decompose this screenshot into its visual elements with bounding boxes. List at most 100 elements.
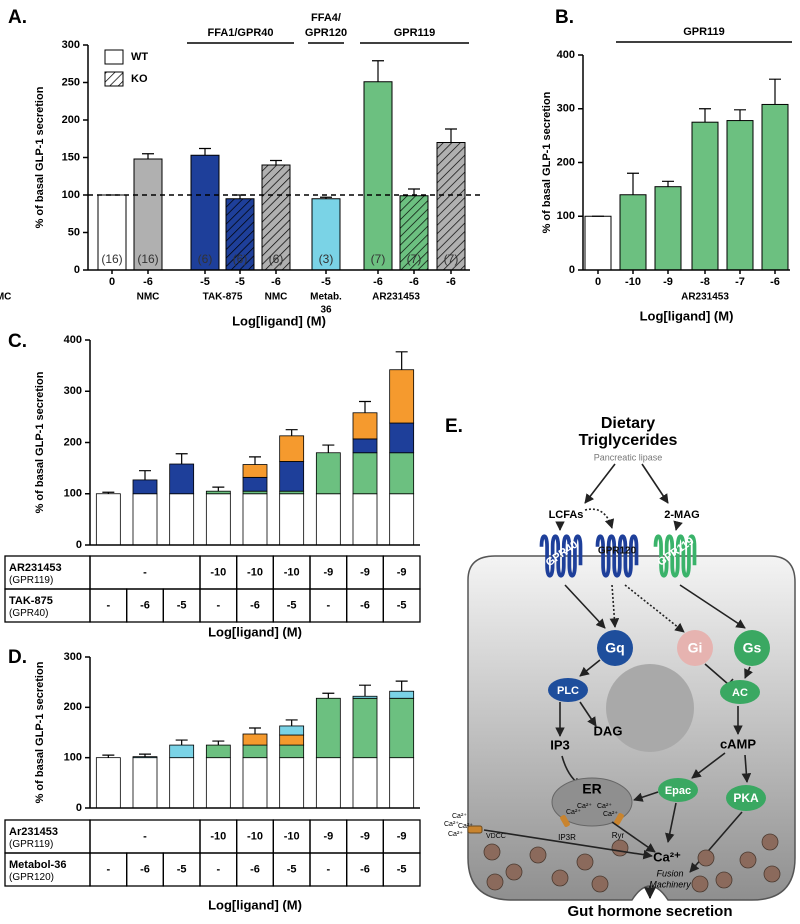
- x-axis-label: Log[ligand] (M): [640, 308, 734, 323]
- row-sublabel: (GPR120): [9, 872, 54, 883]
- arrow: [609, 584, 620, 628]
- bar-segment: [279, 435, 305, 462]
- node-label: ER: [582, 781, 601, 797]
- x-tick-label: -6: [409, 276, 419, 288]
- table-value: -9: [397, 830, 407, 842]
- bracket-label: FFA1/GPR40: [207, 27, 273, 39]
- table-value: -9: [323, 566, 333, 578]
- table-value: -10: [210, 566, 226, 578]
- error-bar: [175, 453, 188, 465]
- table-value: -10: [284, 566, 300, 578]
- y-tick-label: 0: [76, 802, 82, 814]
- er-ca: Ca²⁺: [566, 809, 581, 816]
- x-sublabel: 36: [320, 305, 332, 316]
- bar-segment: [169, 463, 195, 495]
- x-sublabel: Metab.: [310, 292, 342, 303]
- arrow: [624, 584, 685, 633]
- x-tick-label: -6: [373, 276, 383, 288]
- bar-segment: [242, 757, 268, 809]
- error-bar: [249, 727, 261, 735]
- bar-segment: [242, 493, 268, 546]
- bar: [584, 215, 612, 271]
- error-bar: [285, 429, 298, 436]
- bar-segment: [132, 493, 158, 546]
- bar-segment: [242, 733, 268, 746]
- channel: [560, 815, 570, 827]
- arrow: [483, 829, 653, 860]
- table-value: -: [143, 566, 147, 578]
- row-label: TAK-875: [9, 595, 53, 607]
- x-tick-label: -6: [271, 276, 281, 288]
- effector: [726, 785, 766, 811]
- error-bar: [175, 739, 188, 746]
- error-bar: [270, 159, 282, 165]
- y-tick-label: 0: [76, 539, 82, 551]
- n-label: (3): [319, 252, 334, 266]
- error-bar: [699, 108, 711, 123]
- table-value: -: [216, 863, 220, 875]
- output-label: Gut hormone secretion: [567, 903, 732, 920]
- node-label: cAMP: [720, 736, 756, 751]
- ext-ca: Ca²⁺: [458, 823, 473, 830]
- bar: [619, 194, 647, 271]
- arrow: [579, 701, 597, 727]
- table-value: -9: [397, 566, 407, 578]
- error-bar: [769, 78, 781, 105]
- bar-segment: [205, 757, 231, 809]
- table-value: -10: [247, 830, 263, 842]
- table-value: -6: [140, 863, 150, 875]
- table-value: -6: [360, 599, 370, 611]
- table-value: -5: [287, 863, 297, 875]
- node-label: Ca²⁺: [653, 849, 681, 864]
- table-value: -5: [177, 863, 187, 875]
- bar-segment: [389, 452, 415, 495]
- legend-swatch: [104, 71, 124, 87]
- error-bar: [139, 753, 151, 757]
- row-sublabel: (GPR119): [9, 839, 53, 850]
- error-bar: [139, 470, 151, 480]
- table-cell: [382, 852, 421, 887]
- bar-segment: [279, 744, 305, 759]
- bar-segment: [279, 757, 305, 809]
- legend-label: WT: [131, 51, 148, 63]
- bar-segment: [352, 697, 378, 759]
- bar-segment: [279, 734, 305, 746]
- receptor-label: GPR120: [598, 546, 637, 557]
- panel-label: A.: [8, 7, 27, 28]
- arrow: [611, 821, 656, 853]
- arrow: [564, 584, 606, 629]
- bar-segment: [279, 493, 305, 546]
- node-label: PLC: [557, 685, 579, 697]
- bar: [363, 81, 393, 271]
- node-label: AC: [732, 687, 748, 699]
- error-bar: [359, 684, 371, 697]
- diagram: E. Dietary Triglycerides Pancreatic lipa…: [444, 415, 796, 920]
- y-axis-label: % of basal GLP-1 secretion: [34, 86, 46, 228]
- y-tick-label: 200: [64, 436, 82, 448]
- bar-segment: [352, 438, 378, 454]
- error-bar: [322, 444, 335, 453]
- bar-segment: [242, 464, 268, 478]
- table-value: -: [106, 599, 110, 611]
- arrow: [633, 791, 659, 802]
- enzyme: [548, 678, 588, 702]
- y-tick-label: 300: [557, 103, 575, 115]
- table-value: -: [106, 863, 110, 875]
- table-value: -: [143, 830, 147, 842]
- node-label: 2-MAG: [664, 509, 699, 521]
- bar-segment: [315, 493, 341, 546]
- bar-segment: [169, 744, 195, 759]
- y-axis-label: % of basal GLP-1 secretion: [34, 371, 46, 513]
- table-value: -5: [397, 863, 407, 875]
- ext-ca: Ca²⁺: [448, 831, 463, 838]
- panel-label: E.: [445, 416, 463, 437]
- n-label: (16): [101, 252, 122, 266]
- y-tick-label: 200: [557, 156, 575, 168]
- table-value: -10: [284, 830, 300, 842]
- y-tick-label: 200: [64, 701, 82, 713]
- y-tick-label: 250: [62, 76, 80, 88]
- node-label: DAG: [594, 723, 623, 738]
- x-tick-label: -10: [625, 276, 641, 288]
- bar-segment: [279, 461, 305, 492]
